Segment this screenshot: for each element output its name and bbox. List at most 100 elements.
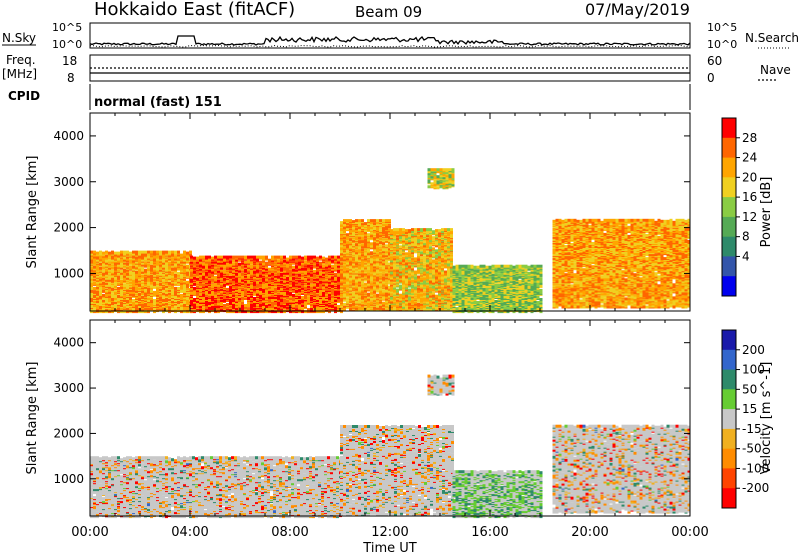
power-cell bbox=[147, 263, 150, 267]
power-cell bbox=[153, 302, 156, 305]
power-cell bbox=[370, 276, 373, 280]
power-cell bbox=[129, 275, 132, 279]
power-cell bbox=[346, 243, 349, 247]
power-cell bbox=[304, 302, 307, 305]
power-cell bbox=[190, 297, 193, 300]
power-cell bbox=[126, 268, 129, 272]
power-cell bbox=[358, 298, 361, 302]
power-cell bbox=[153, 268, 156, 272]
power-cell bbox=[162, 250, 165, 254]
power-cell bbox=[90, 291, 93, 295]
power-cell bbox=[295, 259, 298, 263]
power-cell bbox=[117, 251, 120, 255]
power-cell bbox=[268, 289, 271, 293]
power-cell bbox=[382, 219, 385, 223]
power-cell bbox=[358, 278, 361, 282]
power-cell bbox=[129, 270, 132, 274]
power-cell bbox=[220, 273, 223, 277]
power-cell bbox=[214, 299, 217, 302]
power-cell bbox=[183, 291, 186, 295]
power-cell bbox=[355, 227, 358, 231]
power-cell bbox=[214, 277, 217, 281]
power-cell bbox=[376, 270, 379, 274]
power-cell bbox=[301, 258, 304, 262]
power-cell bbox=[90, 279, 93, 283]
power-cell bbox=[108, 275, 111, 279]
power-cell bbox=[331, 264, 334, 268]
power-cell bbox=[259, 280, 262, 284]
power-cell bbox=[108, 288, 111, 292]
power-cell bbox=[250, 281, 253, 285]
power-cell bbox=[153, 264, 156, 268]
power-cell bbox=[271, 310, 274, 314]
power-cell bbox=[93, 286, 96, 290]
power-cell bbox=[361, 255, 364, 259]
power-cell bbox=[135, 250, 138, 254]
power-cell bbox=[232, 297, 235, 300]
power-cell bbox=[183, 250, 186, 254]
power-cell bbox=[117, 305, 120, 308]
power-cell bbox=[165, 292, 168, 296]
power-cell bbox=[238, 276, 241, 280]
power-cell bbox=[232, 255, 235, 259]
power-cell bbox=[271, 276, 274, 280]
power-cell bbox=[147, 289, 150, 293]
power-cell bbox=[111, 307, 114, 311]
power-cell bbox=[226, 299, 229, 302]
power-cell bbox=[379, 282, 382, 286]
power-cell bbox=[298, 299, 301, 302]
power-cell bbox=[346, 297, 349, 301]
power-cell bbox=[352, 251, 355, 255]
power-cell bbox=[90, 297, 93, 300]
power-cell bbox=[271, 293, 274, 297]
power-cell bbox=[208, 277, 211, 281]
power-cell bbox=[232, 299, 235, 302]
power-cell bbox=[129, 297, 132, 300]
power-cell bbox=[310, 305, 313, 308]
power-cell bbox=[229, 300, 232, 303]
power-cell bbox=[367, 219, 370, 223]
power-cell bbox=[358, 230, 361, 234]
power-cell bbox=[177, 250, 180, 254]
power-cell bbox=[376, 306, 379, 310]
power-cell bbox=[241, 302, 244, 305]
power-cell bbox=[141, 250, 144, 254]
power-cell bbox=[286, 263, 289, 267]
power-cell bbox=[280, 293, 283, 297]
power-cell bbox=[226, 281, 229, 285]
power-cell bbox=[174, 273, 177, 277]
power-cell bbox=[90, 274, 93, 278]
power-cell bbox=[238, 262, 241, 266]
power-cell bbox=[352, 301, 355, 305]
power-cell bbox=[370, 278, 373, 282]
power-cell bbox=[96, 280, 99, 284]
power-cell bbox=[220, 308, 223, 312]
power-cell bbox=[223, 255, 226, 259]
power-cell bbox=[298, 296, 301, 299]
power-cell bbox=[189, 253, 192, 257]
power-cell bbox=[286, 266, 289, 270]
power-cell bbox=[171, 267, 174, 271]
power-cell bbox=[180, 293, 183, 297]
power-cell bbox=[301, 256, 304, 260]
power-cell bbox=[99, 275, 102, 279]
power-cell bbox=[361, 245, 364, 249]
power-cell bbox=[199, 310, 202, 314]
power-cell bbox=[358, 303, 361, 307]
power-cell bbox=[271, 274, 274, 278]
power-cell bbox=[343, 292, 346, 296]
power-cell bbox=[223, 257, 226, 261]
power-cell bbox=[370, 293, 373, 297]
power-cell bbox=[186, 256, 189, 260]
power-cell bbox=[147, 303, 150, 306]
power-cell bbox=[144, 282, 147, 286]
power-cell bbox=[168, 265, 171, 269]
power-cell bbox=[376, 275, 379, 279]
power-cell bbox=[382, 301, 385, 305]
power-cell bbox=[120, 250, 123, 254]
power-cell bbox=[205, 263, 208, 267]
power-cell bbox=[244, 284, 247, 288]
power-cell bbox=[343, 240, 346, 244]
power-cell bbox=[325, 265, 328, 269]
power-cell bbox=[132, 301, 135, 304]
